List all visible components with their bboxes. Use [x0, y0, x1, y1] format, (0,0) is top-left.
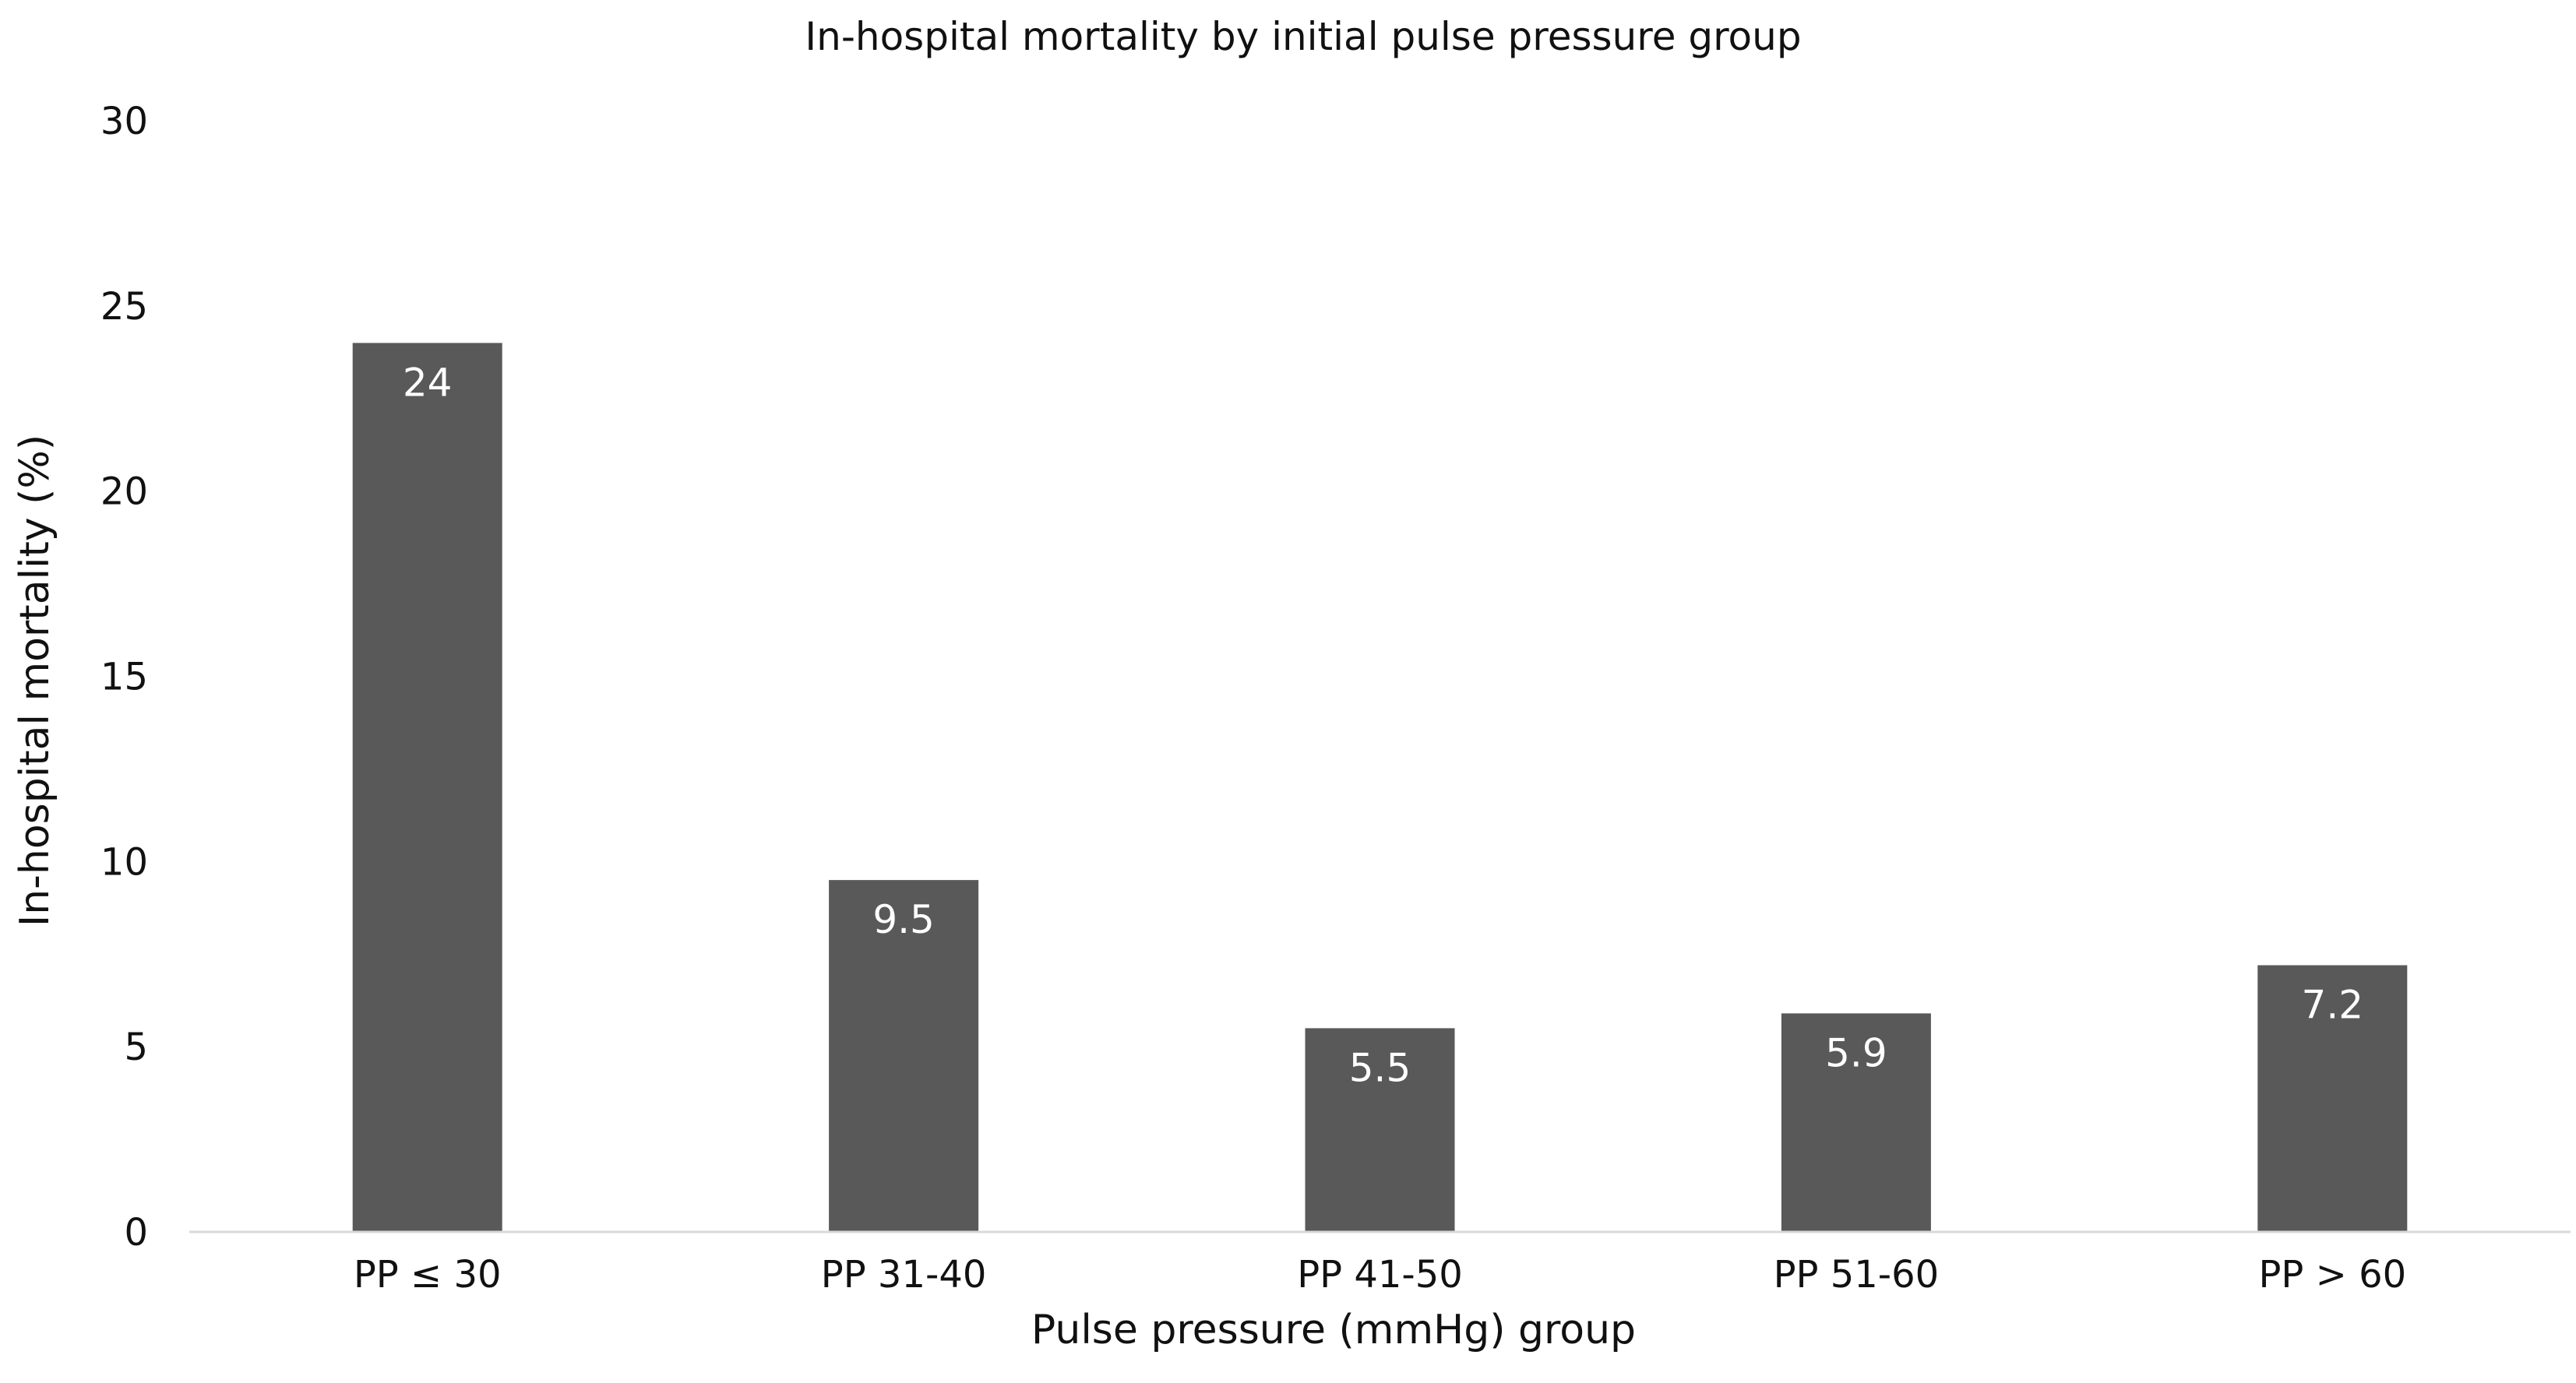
bar — [829, 880, 979, 1232]
bar-value-label: 5.5 — [1349, 1045, 1411, 1090]
x-tick-label: PP 51-60 — [1774, 1253, 1940, 1297]
bar-value-label: 5.9 — [1825, 1030, 1887, 1075]
y-tick-label: 15 — [100, 656, 148, 699]
bar-value-label: 7.2 — [2302, 983, 2364, 1028]
bars: 24 9.5 5.5 5.9 7.2 — [352, 343, 2408, 1232]
bar — [352, 343, 502, 1232]
bar — [1781, 1013, 1931, 1232]
x-tick-label: PP 31-40 — [821, 1253, 987, 1297]
y-axis-label: In-hospital mortality (%) — [12, 435, 58, 927]
y-tick-label: 10 — [100, 840, 148, 884]
x-tick-label: PP > 60 — [2258, 1253, 2406, 1297]
bar — [1305, 1028, 1455, 1232]
bar-value-label: 24 — [403, 360, 453, 405]
y-tick-label: 0 — [124, 1211, 148, 1255]
x-tick-label: PP ≤ 30 — [354, 1253, 502, 1297]
x-tick-label: PP 41-50 — [1297, 1253, 1463, 1297]
y-tick-label: 30 — [100, 100, 148, 143]
y-tick-label: 20 — [100, 470, 148, 514]
x-axis-categories: PP ≤ 30 PP 31-40 PP 41-50 PP 51-60 PP > 60 — [354, 1253, 2406, 1297]
y-tick-label: 25 — [100, 285, 148, 329]
x-axis-label: Pulse pressure (mmHg) group — [1031, 1307, 1636, 1353]
bar — [2257, 965, 2408, 1232]
chart-title: In-hospital mortality by initial pulse p… — [805, 14, 1801, 59]
bar-value-label: 9.5 — [872, 897, 935, 942]
y-tick-label: 5 — [124, 1026, 148, 1069]
y-axis-ticks: 0 5 10 15 20 25 30 — [100, 100, 148, 1255]
